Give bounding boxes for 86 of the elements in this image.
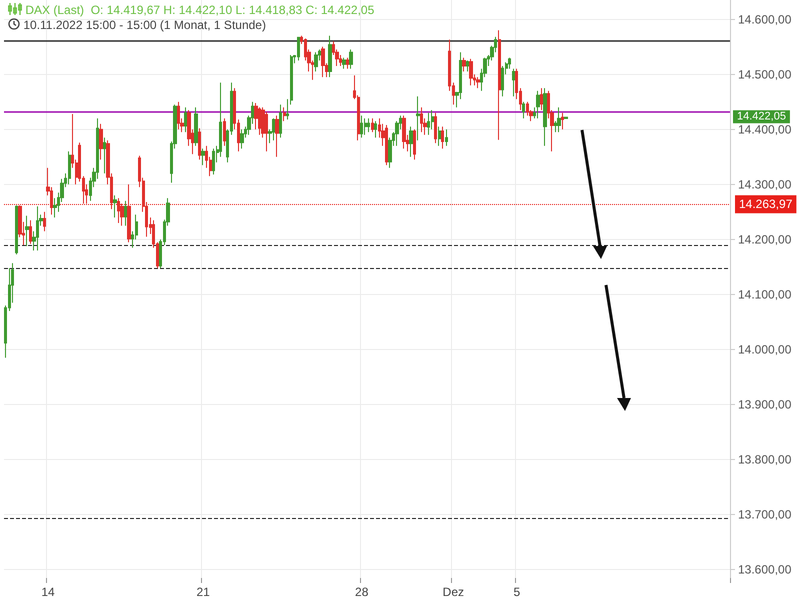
- candlestick: [536, 90, 540, 119]
- candlestick: [223, 118, 226, 146]
- candlestick: [476, 76, 480, 89]
- candlestick: [290, 54, 293, 106]
- candlestick: [364, 118, 367, 136]
- candlestick: [441, 126, 444, 150]
- ref-line-label: 14.263,97: [739, 197, 793, 212]
- candlestick: [258, 106, 261, 136]
- candlestick: [279, 104, 282, 138]
- candlestick: [367, 118, 370, 133]
- x-tick-label: 28: [355, 585, 369, 599]
- candlestick: [314, 52, 318, 72]
- candlestick: [413, 128, 416, 160]
- candlestick: [501, 66, 504, 97]
- y-tick-label: 13.900,00: [738, 398, 792, 412]
- candlestick: [240, 128, 244, 150]
- candlestick: [445, 128, 448, 146]
- candlestick: [557, 106, 561, 133]
- candlestick: [564, 116, 568, 120]
- candlestick: [360, 115, 363, 138]
- candlestick: [462, 57, 466, 72]
- x-tick-label: 14: [41, 585, 56, 599]
- candlestick: [43, 211, 46, 232]
- candlestick: [328, 35, 332, 78]
- chart-title: DAX (Last): [25, 3, 84, 17]
- candlestick: [402, 115, 406, 150]
- y-tick-label: 14.600,00: [738, 12, 792, 26]
- candlestick: [25, 215, 29, 247]
- candlestick: [512, 68, 515, 97]
- candlestick: [103, 137, 106, 174]
- candlestick: [117, 198, 120, 224]
- candlestick: [201, 148, 205, 166]
- candlestick: [374, 120, 377, 138]
- candlestick: [272, 118, 275, 141]
- candlestick: [212, 148, 215, 175]
- candlestick: [265, 111, 268, 152]
- candlestick: [466, 60, 469, 72]
- candlestick: [469, 58, 473, 86]
- x-tick-label: Dez: [442, 585, 464, 599]
- candlestick: [113, 194, 117, 218]
- y-tick-label: 14.200,00: [738, 232, 792, 246]
- candlestick: [297, 36, 300, 62]
- candlestick: [342, 57, 346, 70]
- candlestick: [68, 150, 71, 185]
- candlestick: [286, 98, 289, 120]
- candlestick: [409, 126, 413, 158]
- candlestick: [127, 184, 131, 243]
- chart-subtitle: O: 14.419,67 H: 14.422,10 L: 14.418,83 C: 14.422,05: [90, 3, 374, 17]
- candlestick: [416, 96, 420, 141]
- candlestick: [15, 204, 18, 255]
- annotation: 10.11.2022 15:00 - 15:00 (1 Monat, 1 Stunde): [23, 18, 266, 32]
- x-tick-label: 21: [196, 585, 210, 599]
- candlestick: [427, 112, 430, 136]
- candlestick: [36, 206, 39, 251]
- candlestick: [283, 106, 286, 122]
- candlestick: [29, 220, 32, 244]
- candlestick: [522, 101, 525, 119]
- candlestick: [385, 124, 388, 166]
- candlestick: [561, 112, 564, 130]
- candlestick: [420, 106, 423, 133]
- candlestick: [275, 115, 279, 158]
- x-tick-label: 5: [513, 585, 520, 599]
- candlestick: [349, 49, 353, 70]
- candlestick: [194, 106, 198, 146]
- candlestick: [346, 57, 349, 70]
- candlestick: [371, 118, 374, 133]
- candlestick: [543, 88, 547, 146]
- y-tick-label: 14.400,00: [738, 122, 792, 136]
- y-tick-label: 14.000,00: [738, 342, 792, 357]
- y-tick-label: 13.700,00: [738, 508, 792, 522]
- y-tick-label: 13.800,00: [738, 452, 792, 467]
- candlestick: [434, 112, 437, 144]
- candlestick: [99, 123, 103, 160]
- candlestick: [540, 88, 543, 111]
- y-tick-label: 14.100,00: [738, 288, 792, 302]
- candlestick: [124, 200, 127, 226]
- y-tick-label: 14.500,00: [738, 67, 792, 82]
- candlestick: [438, 126, 441, 146]
- candlestick: [321, 46, 325, 78]
- candlestick: [184, 106, 187, 133]
- y-tick-label: 14.300,00: [738, 177, 792, 192]
- text: 14.422,05: [737, 110, 786, 123]
- candlestick: [498, 30, 501, 140]
- y-tick-label: 13.600,00: [738, 562, 792, 577]
- candlestick: [177, 101, 180, 130]
- candlestick: [198, 128, 201, 160]
